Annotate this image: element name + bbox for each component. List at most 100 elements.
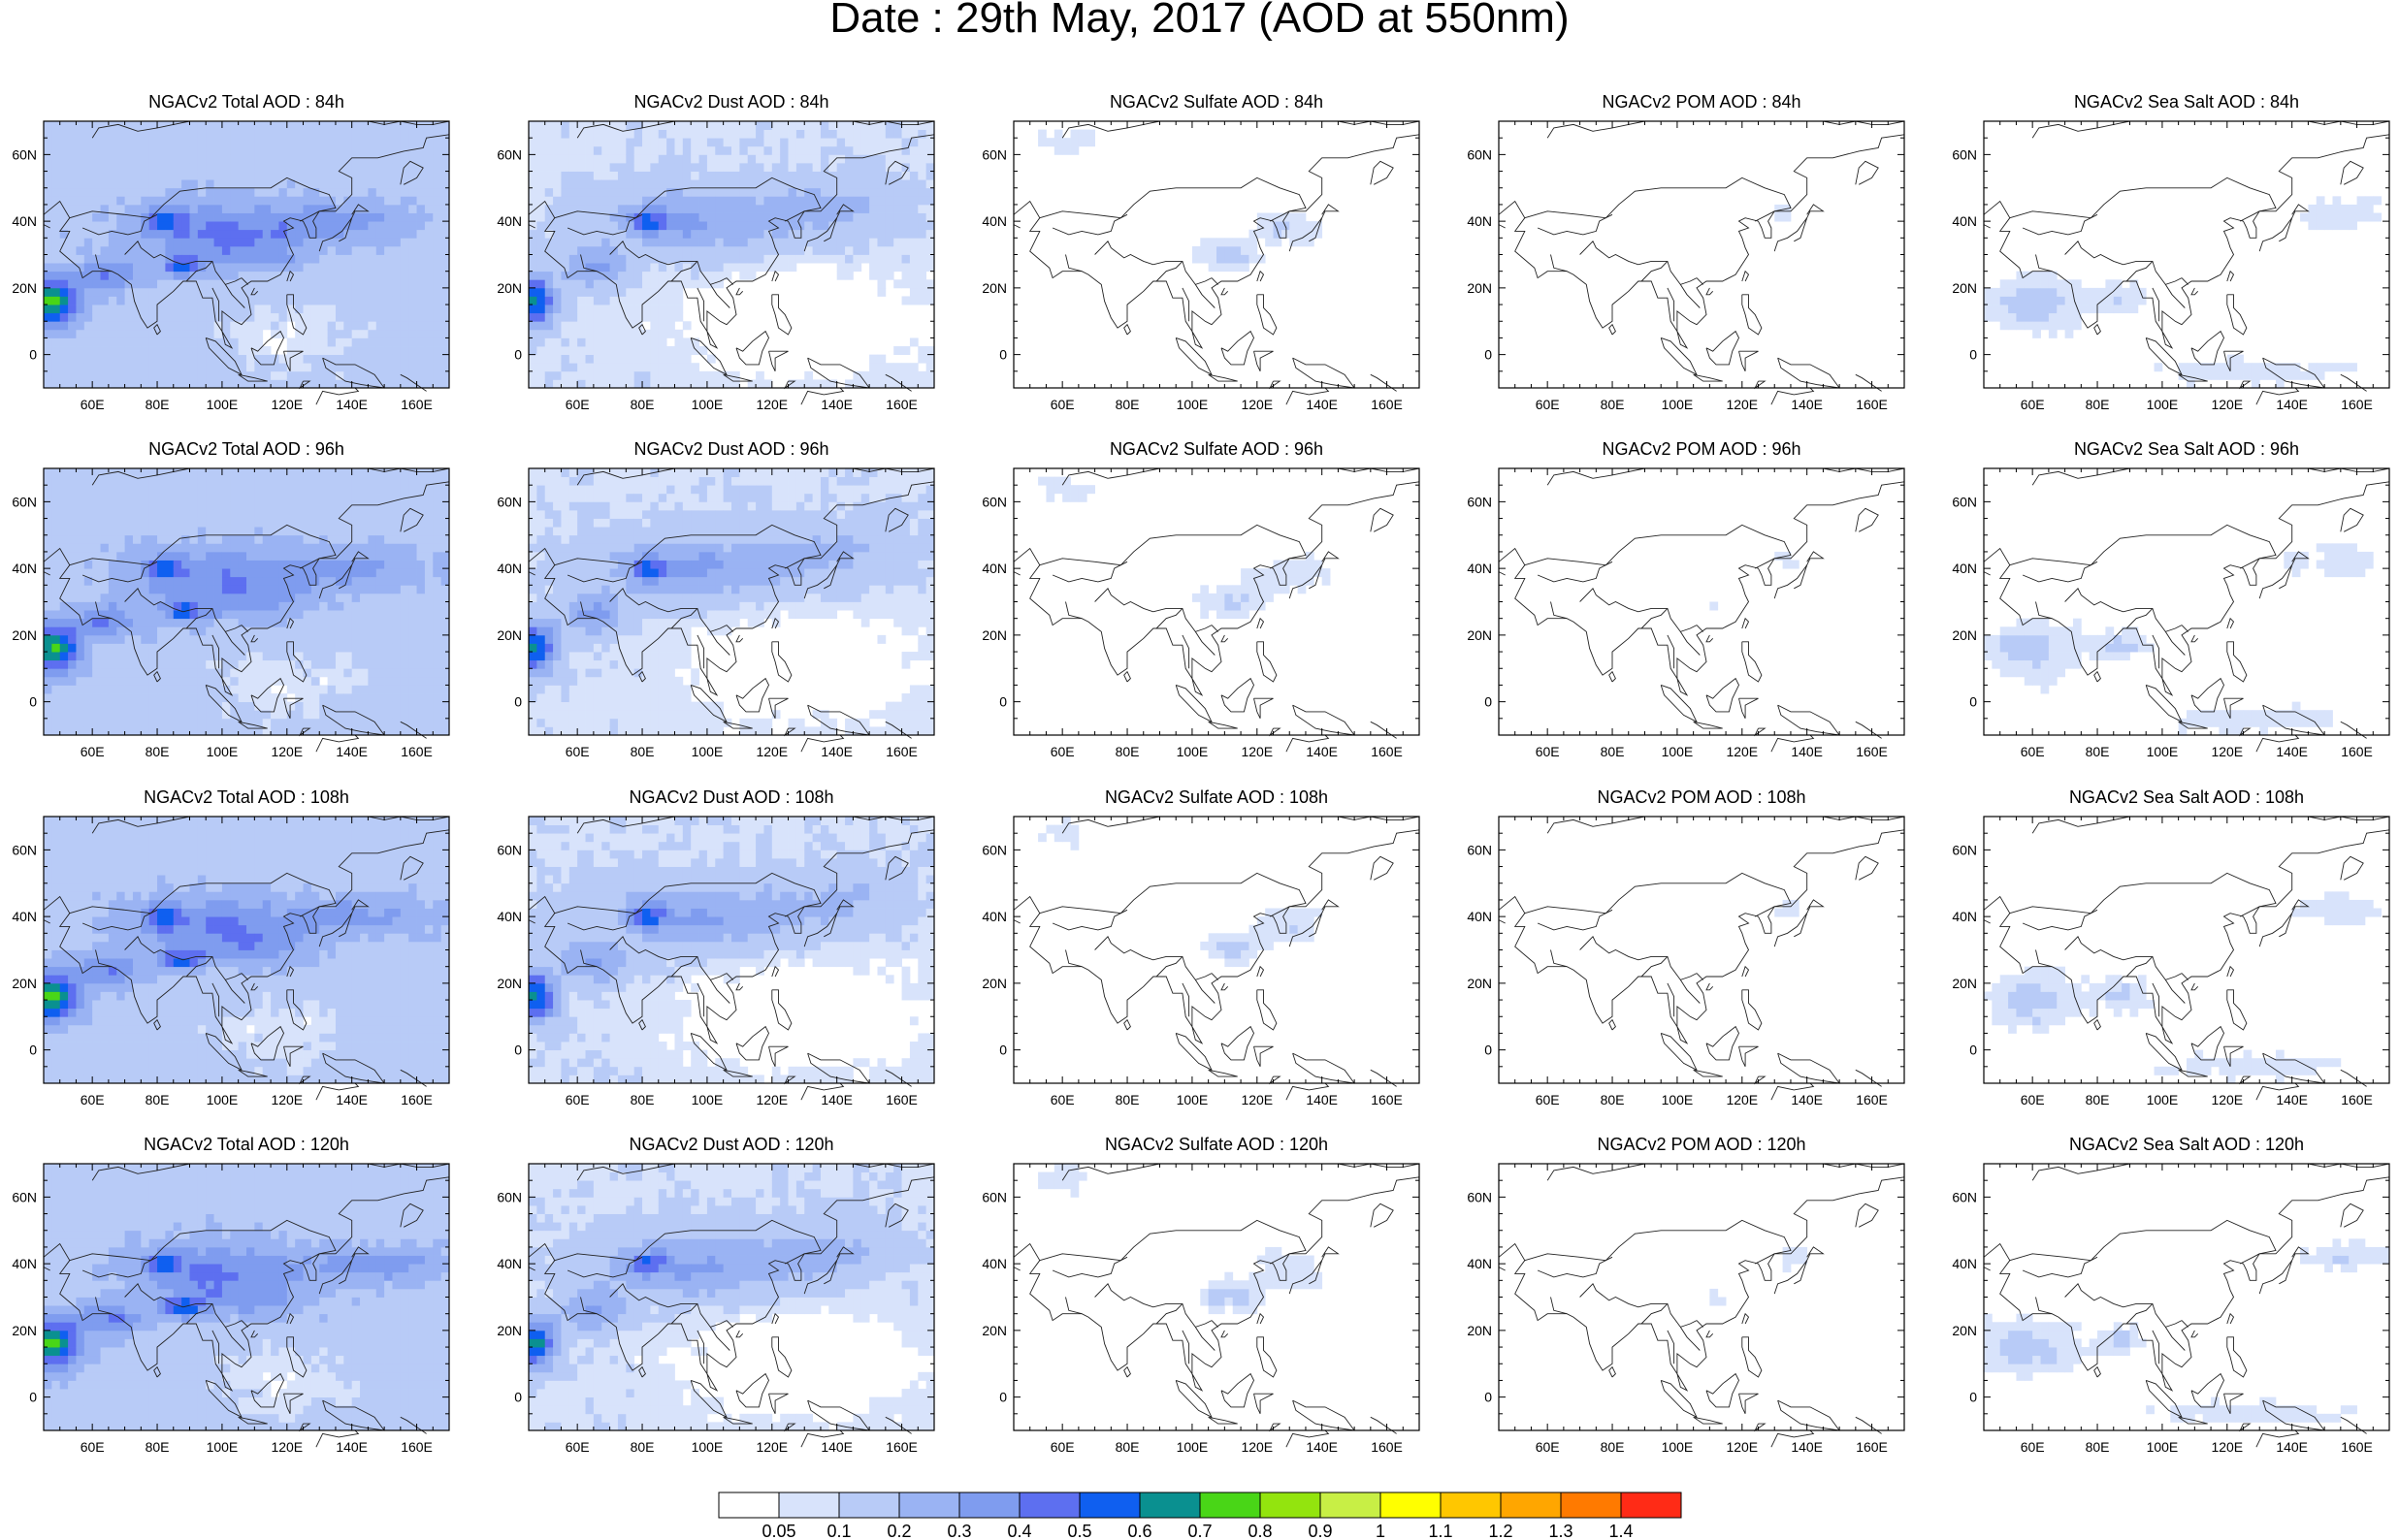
aod-cell (335, 154, 344, 164)
aod-cell (132, 668, 142, 678)
country-border (1052, 213, 1128, 236)
aod-cell (674, 370, 684, 380)
aod-cell (165, 287, 175, 297)
aod-cell (885, 196, 894, 206)
aod-cell (108, 659, 117, 669)
aod-cell (76, 187, 85, 197)
aod-cell (375, 370, 385, 380)
aod-cell (351, 271, 361, 280)
aod-cell (181, 659, 190, 669)
aod-cell (197, 171, 207, 180)
aod-cell (181, 238, 190, 247)
aod-cell (877, 196, 887, 206)
aod-cell (238, 229, 247, 239)
aod-cell (400, 229, 409, 239)
aod-cell (286, 154, 296, 164)
aod-cell (206, 726, 214, 736)
aod-cell (100, 476, 110, 486)
aod-cell (286, 121, 296, 130)
aod-cell (51, 329, 61, 338)
aod-cell (529, 238, 537, 247)
aod-cell (440, 354, 450, 364)
aod-cell (327, 296, 337, 305)
aod-cell (650, 245, 660, 255)
aod-cell (2072, 287, 2082, 297)
aod-cell (189, 509, 199, 519)
aod-cell (76, 534, 85, 544)
country-border (1679, 284, 1701, 308)
aod-cell (440, 154, 450, 164)
aod-cell (360, 363, 369, 372)
coastline (1123, 323, 1131, 336)
aod-cell (59, 685, 69, 694)
aod-cell (812, 245, 822, 255)
aod-cell (92, 610, 101, 620)
aod-cell (585, 145, 595, 155)
aod-cell (424, 196, 434, 206)
aod-cell (116, 179, 125, 189)
aod-cell (698, 145, 708, 155)
aod-cell (424, 229, 434, 239)
aod-cell (666, 154, 675, 164)
aod-cell (132, 329, 142, 338)
aod-cell (553, 305, 562, 314)
aod-cell (2251, 370, 2260, 380)
aod-cell (666, 238, 675, 247)
aod-cell (262, 238, 272, 247)
aod-cell (83, 585, 93, 594)
aod-cell (836, 162, 846, 172)
aod-cell (1078, 129, 1087, 139)
aod-cell (433, 129, 442, 139)
aod-cell (319, 204, 328, 213)
aod-cell (76, 121, 85, 130)
aod-cell (335, 693, 344, 703)
lon-tick-label: 60E (81, 397, 105, 412)
aod-cell (1999, 279, 2009, 289)
aod-cell (100, 568, 110, 578)
aod-cell (230, 659, 240, 669)
aod-cell (2356, 196, 2366, 206)
aod-cell (189, 485, 199, 495)
aod-cell (44, 468, 52, 477)
aod-cell (400, 379, 409, 389)
aod-cell (327, 287, 337, 297)
aod-cell (2113, 287, 2123, 297)
aod-cell (674, 171, 684, 180)
aod-cell (76, 171, 85, 180)
aod-cell (286, 493, 296, 502)
aod-cell (674, 312, 684, 322)
aod-cell (327, 370, 337, 380)
aod-cell (271, 485, 279, 495)
coastline (286, 270, 295, 282)
aod-cell (213, 263, 223, 273)
aod-cell (918, 245, 927, 255)
aod-cell (197, 501, 207, 511)
aod-cell (197, 527, 207, 536)
aod-cell (877, 287, 887, 297)
aod-cell (262, 501, 272, 511)
aod-cell (213, 718, 223, 727)
aod-cell (51, 363, 61, 372)
aod-cell (2251, 363, 2260, 372)
aod-cell (92, 196, 101, 206)
aod-cell (925, 171, 935, 180)
aod-cell (804, 162, 813, 172)
aod-cell (351, 726, 361, 736)
aod-cell (2324, 212, 2333, 222)
aod-cell (593, 221, 602, 231)
aod-cell (343, 321, 353, 331)
aod-cell (319, 279, 328, 289)
aod-cell (68, 279, 77, 289)
aod-cell (2324, 363, 2333, 372)
aod-cell (529, 121, 537, 130)
aod-cell (141, 354, 150, 364)
aod-cell (83, 296, 93, 305)
aod-cell (1208, 254, 1217, 264)
aod-cell (642, 245, 651, 255)
aod-cell (544, 370, 554, 380)
aod-cell (303, 652, 312, 661)
aod-cell (157, 576, 166, 586)
aod-cell (92, 685, 101, 694)
